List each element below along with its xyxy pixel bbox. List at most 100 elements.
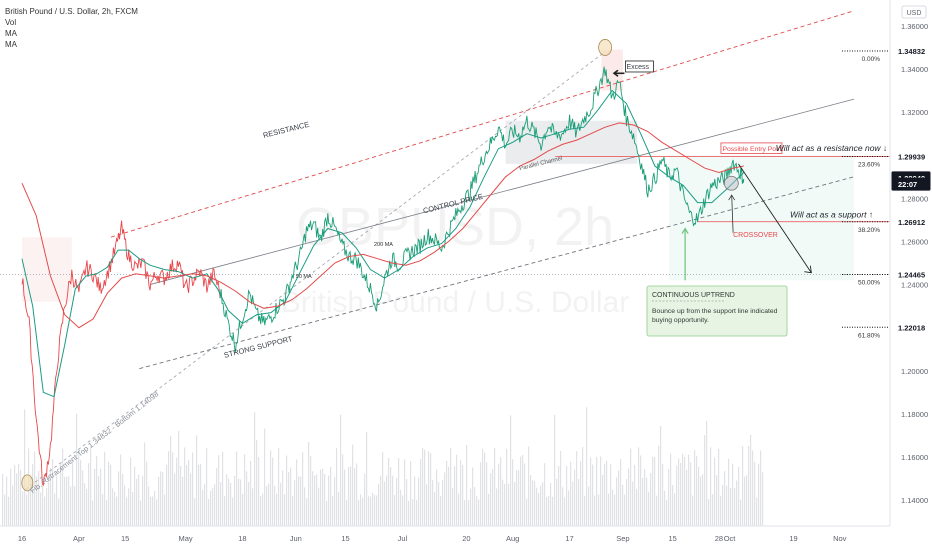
volume-bar: [44, 496, 46, 526]
volume-bar: [706, 420, 708, 526]
volume-bar: [686, 469, 688, 526]
volume-bar: [216, 468, 218, 526]
volume-bar: [64, 476, 66, 526]
volume-bar: [748, 445, 750, 526]
volume-bar: [576, 451, 578, 526]
volume-bar: [570, 461, 572, 526]
indicator-ma-2[interactable]: MA: [5, 40, 17, 49]
volume-bar: [546, 497, 548, 526]
volume-bar: [676, 465, 678, 526]
volume-bar: [658, 445, 660, 526]
price-label-box-5: [891, 268, 931, 282]
time-tick-11: Sep: [616, 534, 629, 543]
volume-bar: [402, 495, 404, 526]
volume-bar: [406, 479, 408, 526]
price-label-box-6: [891, 320, 931, 334]
volume-bar: [124, 485, 126, 526]
volume-bar: [666, 499, 668, 526]
volume-bar: [282, 470, 284, 526]
volume-bar: [84, 483, 86, 526]
currency-badge[interactable]: [901, 5, 927, 19]
volume-bar: [744, 476, 746, 526]
volume-bar: [24, 409, 26, 526]
volume-bar: [348, 467, 350, 526]
volume-bar: [562, 487, 564, 526]
volume-bar: [268, 483, 270, 526]
volume-bar: [700, 476, 702, 526]
indicator-ma-1[interactable]: MA: [5, 29, 17, 38]
volume-bar: [630, 448, 632, 526]
time-tick-0: 16: [18, 534, 26, 543]
volume-bar: [492, 468, 494, 526]
volume-bar: [366, 431, 368, 526]
volume-bar: [498, 463, 500, 526]
volume-bar: [646, 477, 648, 526]
excess-label-box: [625, 60, 654, 73]
volume-bar: [66, 476, 68, 526]
volume-bar: [490, 473, 492, 526]
volume-bar: [674, 493, 676, 526]
volume-bar: [228, 478, 230, 526]
volume-bar: [238, 478, 240, 526]
volume-bar: [180, 466, 182, 526]
volume-bar: [506, 448, 508, 526]
bounce-arrow-head: [681, 227, 689, 234]
volume-bar: [374, 494, 376, 526]
info-box-line-1: Bounce up from the support line indicate…: [652, 308, 778, 315]
volume-bar: [230, 482, 232, 526]
volume-bar: [16, 473, 18, 526]
volume-bar: [696, 455, 698, 526]
volume-bar: [18, 464, 20, 526]
fib-level-label-0: 0.00%: [862, 56, 881, 63]
volume-bar: [608, 493, 610, 526]
volume-bar: [96, 456, 98, 526]
volume-bar: [678, 458, 680, 526]
left-zone-shade: [22, 237, 72, 302]
volume-bar: [416, 500, 418, 526]
volume-bar: [582, 447, 584, 526]
volume-bar: [326, 500, 328, 526]
volume-bar: [494, 447, 496, 526]
volume-bar: [710, 447, 712, 526]
price-tick-10: 1.16000: [901, 453, 928, 462]
volume-bar: [638, 447, 640, 526]
volume-bar: [330, 466, 332, 526]
volume-bar: [428, 451, 430, 526]
volume-bar: [684, 457, 686, 526]
info-box: [646, 285, 788, 337]
volume-bar: [552, 496, 554, 526]
volume-bar: [90, 446, 92, 526]
volume-bar: [146, 461, 148, 526]
volume-bar: [26, 494, 28, 526]
volume-bar: [30, 477, 32, 526]
volume-bar: [522, 455, 524, 526]
volume-bar: [542, 482, 544, 526]
volume-bar: [510, 415, 512, 526]
volume-bar: [738, 466, 740, 526]
volume-bar: [528, 446, 530, 526]
volume-bar: [466, 444, 468, 526]
volume-bar: [58, 498, 60, 526]
volume-bar: [682, 453, 684, 526]
volume-bar: [436, 469, 438, 526]
volume-bar: [726, 485, 728, 526]
price-axis[interactable]: 1.360001.340001.320001.300001.280001.260…: [889, 0, 932, 550]
volume-bar: [704, 435, 706, 526]
volume-bar: [210, 490, 212, 526]
volume-bar: [174, 473, 176, 526]
symbol-title: British Pound / U.S. Dollar, 2h, FXCM: [5, 7, 138, 16]
volume-bar: [600, 456, 602, 526]
volume-bar: [276, 493, 278, 526]
volume-bar: [10, 468, 12, 526]
indicator-vol[interactable]: Vol: [5, 18, 17, 27]
volume-bar: [304, 487, 306, 526]
volume-bar: [222, 451, 224, 526]
volume-bar: [280, 482, 282, 526]
volume-bar: [692, 495, 694, 526]
crossover-arrow-line: [731, 195, 734, 233]
volume-bar: [176, 457, 178, 526]
volume-bar: [20, 470, 22, 526]
plot-area: GBPUSD, 2h British Pound / U.S. Dollar RES…: [0, 10, 890, 526]
time-axis[interactable]: 16 Apr 15 May 18 Jun 15 Jul 20 Aug 17 Sep 15 28 Oct 19 N…: [0, 525, 890, 543]
